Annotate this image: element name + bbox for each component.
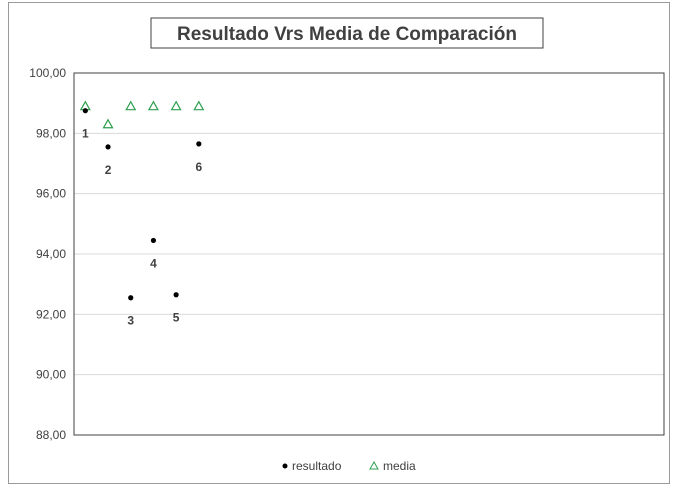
- chart-title: Resultado Vrs Media de Comparación: [150, 17, 544, 49]
- resultado-point-4: [150, 237, 157, 244]
- chart-title-box: [150, 17, 544, 49]
- y-tick-label-6: 88,00: [36, 428, 66, 442]
- y-tick-label-3: 94,00: [36, 247, 66, 261]
- plot-border: [73, 72, 665, 436]
- media-point-4: [147, 100, 159, 111]
- resultado-point-6: [196, 141, 202, 147]
- resultado-point-3: [128, 295, 134, 301]
- plot-area: 100,00 98,00 96,00 94,00 92,00 90,00 88,00 1 2 3 4…: [29, 66, 665, 442]
- resultado-data-label-5: 5: [173, 311, 180, 325]
- y-tick-label-1: 98,00: [36, 126, 66, 140]
- media-point-6: [193, 100, 205, 111]
- chart-frame: [8, 2, 670, 484]
- legend-media-marker: [369, 460, 379, 470]
- media-point-2: [102, 118, 114, 129]
- y-tick-label-4: 92,00: [36, 307, 66, 321]
- y-tick-label-5: 90,00: [36, 368, 66, 382]
- resultado-point-1: [82, 108, 88, 114]
- media-point-5: [170, 100, 182, 111]
- media-point-3: [125, 100, 137, 111]
- resultado-data-label-6: 6: [195, 160, 202, 174]
- legend-resultado-label: resultado: [292, 459, 342, 473]
- resultado-data-label-4: 4: [150, 256, 157, 270]
- resultado-point-2: [105, 144, 111, 150]
- y-tick-label-0: 100,00: [29, 66, 66, 80]
- resultado-data-label-2: 2: [105, 163, 112, 177]
- chart-title-text: Resultado Vrs Media de Comparación: [177, 24, 517, 45]
- resultado-data-label-3: 3: [127, 314, 134, 328]
- legend: resultado media: [282, 459, 416, 473]
- legend-media-label: media: [383, 459, 416, 473]
- y-tick-label-2: 96,00: [36, 187, 66, 201]
- resultado-data-label-1: 1: [82, 127, 89, 141]
- legend-resultado-marker: [282, 463, 288, 469]
- resultado-point-5: [173, 292, 179, 298]
